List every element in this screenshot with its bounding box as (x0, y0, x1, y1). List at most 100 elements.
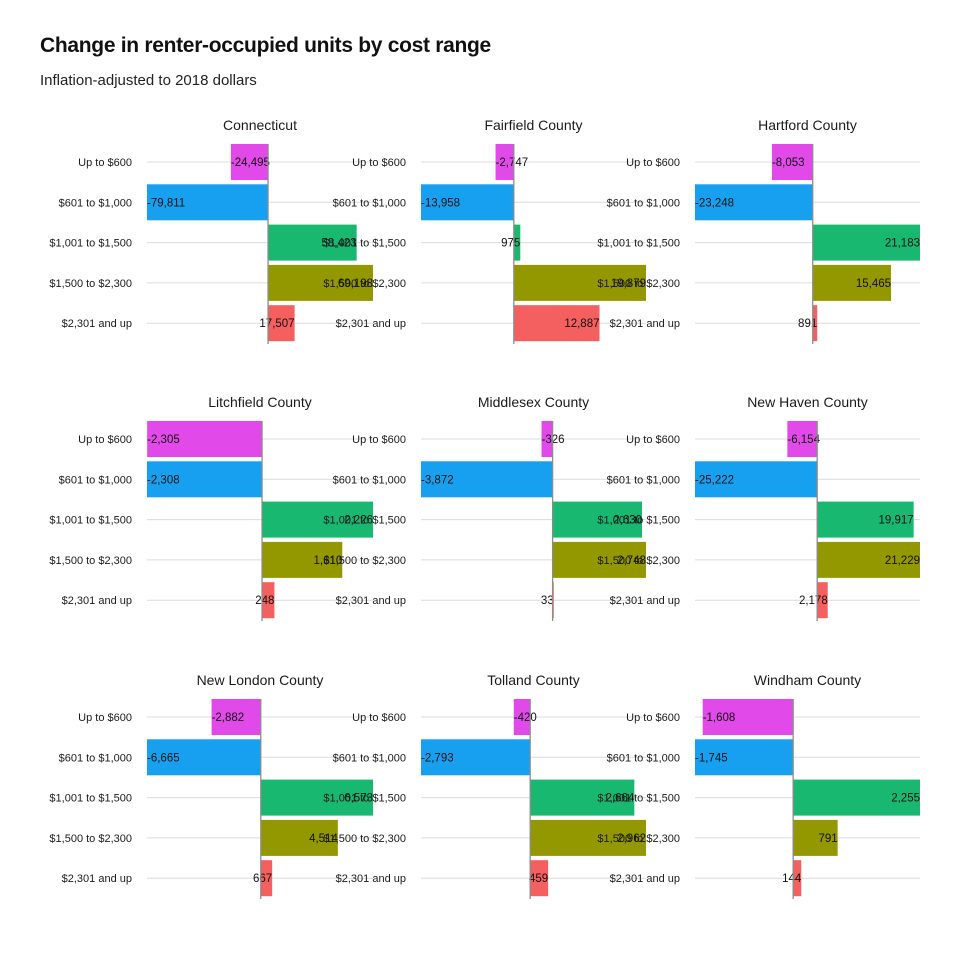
panel-title-new-haven-county: New Haven County (747, 394, 868, 410)
category-tick-label: $1,500 to $2,300 (597, 278, 680, 290)
category-tick-label: Up to $600 (78, 157, 132, 169)
category-tick-label: $2,301 and up (610, 595, 680, 607)
category-tick-label: $1,001 to $1,500 (49, 238, 132, 250)
bar-new-london-county-601-to-1-000 (147, 739, 261, 776)
bar-new-london-county-1-001-to-1-500 (260, 779, 373, 816)
data-label: -8,053 (772, 157, 805, 169)
bar-litchfield-county-601-to-1-000 (147, 461, 263, 498)
bar-litchfield-county-2-301-and-up (262, 582, 275, 619)
bar-new-haven-county-up-to-600 (787, 421, 818, 457)
data-label: 248 (255, 595, 274, 607)
bar-fairfield-county-2-301-and-up (513, 305, 600, 342)
category-tick-label: Up to $600 (626, 157, 680, 169)
bar-litchfield-county-1-001-to-1-500 (262, 501, 373, 538)
category-tick-label: $2,301 and up (62, 595, 132, 607)
category-tick-label: $1,500 to $2,300 (597, 833, 680, 845)
data-label: -6,665 (147, 752, 180, 764)
data-label: -23,248 (695, 197, 734, 209)
bar-windham-county-2-301-and-up (793, 860, 802, 897)
category-tick-label: $601 to $1,000 (59, 197, 132, 209)
category-tick-label: $601 to $1,000 (607, 197, 680, 209)
data-label: 2,226 (344, 515, 373, 527)
category-tick-label: $1,001 to $1,500 (323, 793, 406, 805)
category-tick-label: $2,301 and up (336, 873, 406, 885)
category-tick-label: $1,500 to $2,300 (49, 833, 132, 845)
data-label: -2,747 (496, 157, 529, 169)
category-tick-label: Up to $600 (352, 712, 406, 724)
category-tick-label: $601 to $1,000 (59, 752, 132, 764)
category-tick-label: Up to $600 (78, 712, 132, 724)
panel-title-connecticut: Connecticut (223, 117, 297, 133)
bar-litchfield-county-up-to-600 (147, 421, 263, 457)
data-label: 15,465 (856, 278, 891, 290)
panel-title-windham-county: Windham County (754, 672, 861, 688)
bar-hartford-county-2-301-and-up (812, 305, 818, 342)
category-tick-label: Up to $600 (78, 434, 132, 446)
data-label: 1,610 (314, 555, 343, 567)
bar-connecticut-1-001-to-1-500 (268, 224, 357, 261)
data-label: 667 (253, 873, 272, 885)
category-tick-label: $1,001 to $1,500 (49, 515, 132, 527)
bar-fairfield-county-up-to-600 (495, 144, 514, 180)
bar-fairfield-county-1-500-to-2-300 (513, 264, 646, 301)
data-label: 2,962 (617, 833, 646, 845)
category-tick-label: $2,301 and up (610, 873, 680, 885)
bar-hartford-county-1-500-to-2-300 (812, 264, 892, 301)
category-tick-label: $601 to $1,000 (607, 752, 680, 764)
category-tick-label: $1,001 to $1,500 (597, 238, 680, 250)
bar-connecticut-2-301-and-up (268, 305, 295, 342)
bar-new-haven-county-601-to-1-000 (695, 461, 818, 498)
data-label: -1,745 (695, 752, 728, 764)
data-label: 2,748 (617, 555, 646, 567)
bar-tolland-county-1-500-to-2-300 (530, 819, 646, 856)
bar-fairfield-county-1-001-to-1-500 (513, 224, 521, 261)
bar-new-london-county-1-500-to-2-300 (260, 819, 338, 856)
bar-windham-county-601-to-1-000 (695, 739, 794, 776)
bar-tolland-county-1-001-to-1-500 (530, 779, 635, 816)
panel-title-hartford-county: Hartford County (758, 117, 857, 133)
category-tick-label: $601 to $1,000 (607, 474, 680, 486)
bar-hartford-county-up-to-600 (771, 144, 813, 180)
data-label: -2,882 (212, 712, 245, 724)
data-label: -3,872 (421, 474, 454, 486)
bar-new-haven-county-1-001-to-1-500 (817, 501, 914, 538)
data-label: 891 (798, 318, 817, 330)
category-tick-label: $2,301 and up (62, 873, 132, 885)
data-label: 19,917 (878, 515, 913, 527)
data-label: -6,154 (787, 434, 820, 446)
category-tick-label: Up to $600 (352, 434, 406, 446)
bar-new-haven-county-2-301-and-up (817, 582, 828, 619)
data-label: 69,198 (338, 278, 373, 290)
category-tick-label: $2,301 and up (336, 318, 406, 330)
category-tick-label: Up to $600 (352, 157, 406, 169)
data-label: 33 (541, 595, 554, 607)
category-tick-label: $1,001 to $1,500 (323, 515, 406, 527)
bar-tolland-county-601-to-1-000 (421, 739, 531, 776)
category-tick-label: $1,500 to $2,300 (323, 833, 406, 845)
category-tick-label: $601 to $1,000 (333, 197, 406, 209)
panel-title-fairfield-county: Fairfield County (484, 117, 582, 133)
data-label: 975 (501, 238, 520, 250)
bar-windham-county-up-to-600 (702, 699, 794, 735)
category-tick-label: $1,500 to $2,300 (597, 555, 680, 567)
data-label: 144 (782, 873, 802, 885)
category-tick-label: $1,001 to $1,500 (597, 515, 680, 527)
chart-title: Change in renter-occupied units by cost … (40, 34, 491, 57)
category-tick-label: $2,301 and up (62, 318, 132, 330)
bar-connecticut-1-500-to-2-300 (268, 264, 373, 301)
bar-tolland-county-up-to-600 (513, 699, 531, 735)
category-tick-label: $2,301 and up (610, 318, 680, 330)
category-tick-label: $1,500 to $2,300 (323, 278, 406, 290)
panel-title-tolland-county: Tolland County (487, 672, 580, 688)
data-label: -2,793 (421, 752, 454, 764)
data-label: 2,255 (891, 793, 920, 805)
bar-new-london-county-2-301-and-up (260, 860, 273, 897)
data-label: 4,514 (309, 833, 338, 845)
category-tick-label: $1,500 to $2,300 (323, 555, 406, 567)
data-label: 12,887 (564, 318, 599, 330)
panel-title-litchfield-county: Litchfield County (208, 394, 312, 410)
bar-middlesex-county-1-500-to-2-300 (552, 541, 646, 578)
category-tick-label: $601 to $1,000 (333, 752, 406, 764)
category-tick-label: $601 to $1,000 (59, 474, 132, 486)
